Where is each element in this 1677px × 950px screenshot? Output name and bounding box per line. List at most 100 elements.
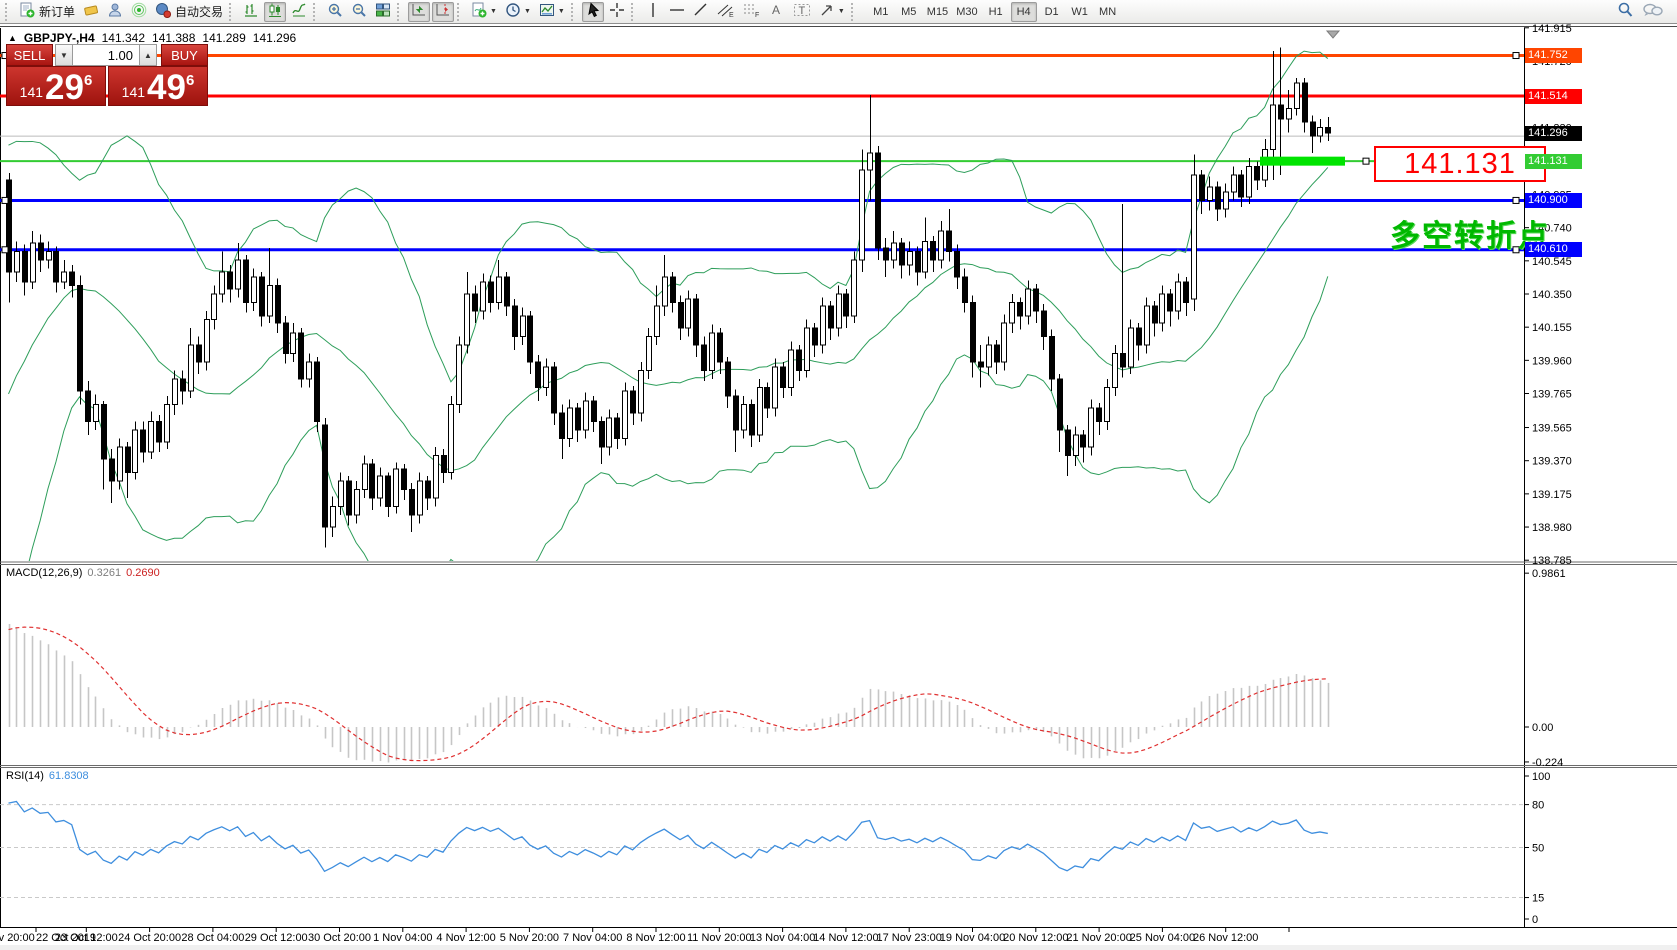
arrows-icon (819, 2, 835, 21)
svg-text:25 Nov 04:00: 25 Nov 04:00 (1130, 932, 1195, 944)
timeframe-M1[interactable]: M1 (873, 5, 889, 18)
horizontal-line-button[interactable] (666, 2, 688, 22)
signals-button[interactable] (128, 2, 150, 22)
line-chart-button[interactable] (288, 2, 310, 22)
equidistant-channel-button[interactable]: E (714, 2, 738, 22)
new-order-label: 新订单 (39, 5, 76, 19)
svg-text:138.785: 138.785 (1532, 555, 1572, 567)
rsi-label: RSI(14) 61.8308 (6, 770, 89, 782)
profile-button[interactable] (104, 2, 126, 22)
price-annotation-box: 141.131 (1374, 146, 1546, 182)
candlestick-chart-icon (267, 2, 283, 21)
tile-windows-button[interactable] (372, 2, 394, 22)
timeframe-MN[interactable]: MN (1099, 5, 1117, 18)
trendline-button[interactable] (690, 2, 712, 22)
auto-scroll-button[interactable] (408, 1, 431, 22)
svg-text:19 Nov 04:00: 19 Nov 04:00 (940, 932, 1005, 944)
dropdown-arrow-icon: ▼ (490, 8, 497, 15)
svg-text:15: 15 (1532, 893, 1544, 905)
buy-price-box[interactable]: 141 49 6 (108, 66, 208, 106)
arrows-button[interactable]: ▼ (816, 2, 848, 22)
search-icon (1616, 1, 1634, 22)
trendline-icon (693, 2, 709, 21)
svg-text:139.765: 139.765 (1532, 389, 1572, 401)
text-label-icon: T (793, 2, 811, 21)
ticket-icon (83, 2, 99, 21)
svg-text:26 Nov 12:00: 26 Nov 12:00 (1193, 932, 1258, 944)
zoom-out-icon (351, 2, 367, 21)
zoom-in-button[interactable] (324, 2, 346, 22)
buy-price-sup: 6 (185, 72, 195, 89)
toolbar-grip (397, 2, 403, 21)
sell-price-prefix: 141 (19, 84, 44, 100)
bottom-strip (0, 945, 1677, 950)
horizontal-line-icon (669, 2, 685, 21)
volume-input[interactable] (73, 44, 139, 66)
search-button[interactable] (1613, 2, 1637, 22)
timeframe-H4[interactable]: H4 (1010, 1, 1037, 22)
timeframe-W1[interactable]: W1 (1071, 5, 1088, 18)
fibonacci-button[interactable]: F (740, 2, 764, 22)
crosshair-button[interactable] (606, 2, 628, 22)
timeframe-H1[interactable]: H1 (988, 5, 1003, 18)
rsi-name: RSI(14) (6, 770, 44, 782)
bar-chart-button[interactable] (240, 2, 262, 22)
close-value: 141.296 (252, 31, 297, 45)
toolbar-grip (630, 2, 637, 21)
dropdown-arrow-icon: ▼ (557, 8, 565, 15)
sell-price-box[interactable]: 141 29 6 (6, 66, 106, 106)
sell-button[interactable]: SELL (6, 44, 53, 66)
fibonacci-icon: F (743, 2, 761, 21)
autotrading-button[interactable]: 自动交易 (152, 2, 226, 22)
ticket-button[interactable] (80, 2, 102, 22)
cursor-button[interactable] (581, 1, 604, 22)
turning-point-note: 多空转折点 (1390, 220, 1550, 253)
toolbar-grip (5, 2, 11, 21)
collapse-arrow-icon[interactable]: ▲ (8, 33, 17, 43)
chat-bubbles-icon (1642, 1, 1664, 22)
volume-down-button[interactable]: ▼ (55, 44, 73, 66)
toolbar-grip (850, 2, 857, 21)
svg-text:-0.224: -0.224 (1532, 757, 1563, 769)
zoom-out-button[interactable] (348, 2, 370, 22)
templates-button[interactable]: ▼ (536, 2, 568, 22)
dropdown-arrow-icon: ▼ (523, 8, 531, 15)
buy-price-prefix: 141 (121, 84, 146, 100)
sell-price-sup: 6 (83, 72, 93, 89)
price-badge-141.514: 141.514 (1525, 88, 1582, 104)
one-click-trading-panel: SELL ▼ ▲ BUY 141 29 6 141 49 6 (6, 44, 208, 106)
timeframe-M15[interactable]: M15 (926, 5, 949, 18)
timeframe-group: M1 M5 M15 M30 H1 H4 D1 W1 MN (867, 1, 1122, 22)
toolbar-grip (313, 2, 319, 21)
svg-text:7 Nov 04:00: 7 Nov 04:00 (563, 932, 622, 944)
new-order-button[interactable]: 新订单 (16, 2, 78, 22)
svg-text:28 Oct 04:00: 28 Oct 04:00 (181, 932, 244, 944)
indicators-button[interactable]: ▼ (468, 2, 500, 22)
periods-button[interactable]: ▼ (502, 2, 534, 22)
svg-text:141.915: 141.915 (1532, 24, 1572, 35)
price-badge-141.296: 141.296 (1525, 125, 1582, 141)
symbol-period: GBPJPY-,H4 (23, 31, 95, 45)
channel-icon: E (717, 2, 735, 21)
svg-text:140.545: 140.545 (1532, 256, 1572, 268)
signals-icon (131, 2, 147, 21)
buy-button[interactable]: BUY (161, 44, 208, 66)
timeframe-M30[interactable]: M30 (956, 5, 978, 18)
macd-signal-value: 0.2690 (126, 567, 160, 579)
crosshair-icon (609, 2, 625, 21)
community-button[interactable] (1639, 2, 1667, 22)
autotrading-icon (155, 2, 172, 21)
timeframe-D1[interactable]: D1 (1044, 5, 1059, 18)
profile-icon (107, 2, 123, 21)
text-label-button[interactable]: T (790, 2, 814, 22)
svg-text:139.960: 139.960 (1532, 355, 1572, 367)
chart-shift-button[interactable] (432, 1, 455, 22)
text-button[interactable]: A (766, 2, 788, 22)
vertical-line-button[interactable] (642, 2, 664, 22)
volume-up-button[interactable]: ▲ (139, 44, 157, 66)
svg-text:21 Nov 20:00: 21 Nov 20:00 (1066, 932, 1131, 944)
svg-text:20 Nov 12:00: 20 Nov 12:00 (1003, 932, 1068, 944)
timeframe-M5[interactable]: M5 (901, 5, 917, 18)
macd-name: MACD(12,26,9) (6, 567, 83, 579)
candlestick-chart-button[interactable] (264, 1, 287, 22)
